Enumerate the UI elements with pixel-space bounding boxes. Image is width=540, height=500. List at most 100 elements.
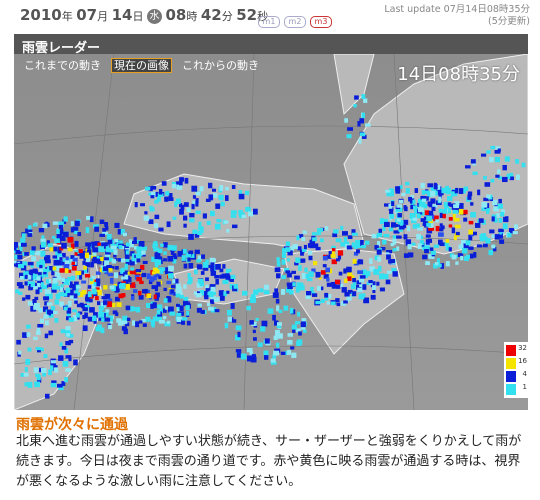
rain-cell [461,239,467,245]
rain-cell [183,296,189,301]
rain-cell [317,286,321,291]
rain-cell [101,242,105,247]
rain-cell [144,288,148,294]
rain-cell [41,368,47,374]
legend-item: 32 [504,344,528,357]
rain-cell [331,284,337,289]
rain-cell [49,266,54,271]
rain-cell [75,270,82,276]
rain-cell [198,221,202,228]
rain-cell [422,254,428,260]
rain-cell [23,271,29,275]
tab[interactable]: これからの動き [182,59,259,72]
rain-cell [39,318,45,324]
mode-button[interactable]: m2 [284,16,306,28]
rain-cell [113,254,117,258]
rain-cell [326,301,330,305]
rain-cell [73,296,78,303]
rain-cell [388,191,394,197]
rain-cell [308,271,314,278]
rain-cell [347,289,353,294]
rain-cell [77,232,82,237]
rain-cell [238,210,243,216]
rain-cell [194,249,200,254]
tab[interactable]: 現在の画像 [111,58,172,73]
rain-cell [354,244,358,249]
rain-cell [470,211,476,218]
mode-button[interactable]: m1 [258,16,280,28]
rain-cell [358,138,362,144]
rain-cell [125,242,130,247]
rain-cell [54,299,59,305]
rain-cell [36,276,41,281]
rain-cell [294,275,300,280]
rain-cell [39,259,45,263]
rain-cell [379,287,385,292]
rain-cell [68,357,72,362]
rain-cell [154,214,160,220]
rain-cell [417,243,422,249]
rain-cell [255,317,259,322]
rain-cell [274,288,278,294]
rain-cell [396,235,402,239]
rain-cell [453,236,457,241]
rain-cell [332,232,338,238]
rain-cell [397,206,403,212]
rain-cell [378,265,382,272]
rain-cell [245,206,251,212]
rain-cell [481,219,486,225]
rain-cell [179,294,184,299]
rain-cell [409,198,415,204]
rain-cell [320,298,325,303]
rain-cell [82,315,86,319]
rain-cell [326,277,330,282]
rain-cell [43,306,49,312]
rain-cell [223,291,228,297]
tab[interactable]: これまでの動き [24,59,101,72]
rain-cell [83,266,87,270]
rain-cell [435,225,440,232]
rain-cell [45,279,49,284]
rain-cell [159,267,166,272]
rain-cell [222,264,226,269]
rain-cell [342,231,348,236]
rain-cell [359,283,365,289]
rain-cell [130,267,134,271]
rain-cell [157,193,164,197]
rain-cell [36,375,41,381]
rain-cell [447,208,451,214]
rain-cell [35,250,41,256]
rain-cell [486,194,491,199]
rain-cell [431,204,438,208]
rain-cell [24,281,28,286]
rain-cell [100,247,106,253]
rain-cell [187,256,191,262]
rain-cell [291,324,297,330]
rain-cell [172,216,177,220]
rain-cell [74,300,78,304]
rain-cell [513,224,518,229]
rain-cell [85,227,90,234]
rain-cell [27,347,32,352]
rain-cell [349,275,355,281]
rain-cell [79,270,85,275]
mode-button[interactable]: m3 [310,16,332,28]
rain-cell [71,266,77,271]
rain-cell [425,239,430,245]
rain-cell [107,273,114,277]
rain-cell [458,244,464,250]
rain-cell [166,296,171,300]
rain-cell [305,293,311,300]
rain-cell [389,210,394,215]
rain-cell [498,198,502,204]
rain-cell [22,261,28,267]
rain-cell [187,273,191,279]
rain-cell [91,258,97,262]
rain-cell [439,227,444,232]
rain-cell [175,181,181,188]
rain-cell [46,309,51,316]
rain-cell [312,293,318,297]
rain-cell [379,218,385,225]
rain-cell [393,230,400,234]
rain-cell [433,182,437,187]
